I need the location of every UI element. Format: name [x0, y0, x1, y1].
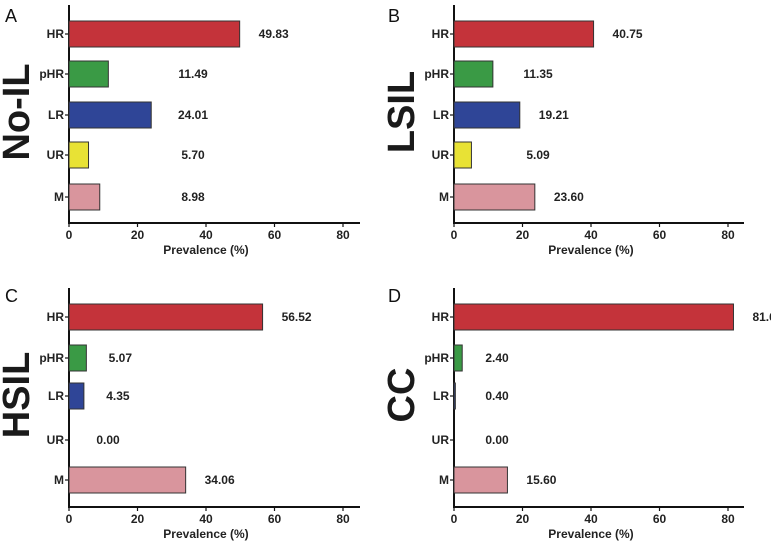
bar-m: [68, 183, 101, 211]
y-tick-label: UR: [47, 148, 65, 162]
y-tick-label: LR: [433, 108, 449, 122]
bar-hr: [453, 20, 595, 48]
bar-ur: [453, 141, 472, 169]
bar-lr: [68, 382, 85, 410]
value-label: 4.35: [106, 389, 130, 403]
value-label: 2.40: [485, 351, 509, 365]
x-axis-label: Prevalence (%): [163, 527, 248, 541]
bar-m: [453, 183, 536, 211]
bar-lr: [453, 382, 456, 410]
x-tick-label: 80: [721, 512, 735, 526]
y-tick-label: UR: [432, 148, 450, 162]
y-tick-label: M: [439, 190, 449, 204]
panel-letter: D: [388, 286, 401, 306]
value-label: 11.35: [523, 67, 553, 81]
x-axis-label: Prevalence (%): [163, 243, 248, 257]
value-label: 23.60: [554, 190, 584, 204]
y-tick-label: HR: [432, 27, 450, 41]
value-label: 40.75: [613, 27, 643, 41]
value-label: 5.70: [181, 148, 205, 162]
x-tick-label: 20: [516, 512, 530, 526]
value-label: 0.40: [485, 389, 509, 403]
value-label: 15.60: [526, 473, 556, 487]
value-label: 8.98: [181, 190, 205, 204]
y-tick-label: pHR: [39, 67, 64, 81]
bar-lr: [68, 101, 152, 129]
value-label: 49.83: [259, 27, 289, 41]
x-tick-label: 20: [131, 228, 145, 242]
x-tick-label: 0: [66, 228, 73, 242]
x-tick-label: 20: [131, 512, 145, 526]
y-tick-label: LR: [433, 389, 449, 403]
x-tick-label: 80: [336, 228, 350, 242]
y-tick-label: pHR: [424, 67, 449, 81]
bar-lr: [453, 101, 521, 129]
y-tick-label: M: [54, 190, 64, 204]
value-label: 5.09: [526, 148, 550, 162]
panel-title: HSIL: [0, 352, 38, 439]
value-label: 5.07: [109, 351, 133, 365]
value-label: 34.06: [205, 473, 235, 487]
x-tick-label: 40: [199, 228, 213, 242]
y-tick-label: UR: [47, 433, 65, 447]
bar-m: [68, 466, 187, 494]
x-tick-label: 20: [516, 228, 530, 242]
x-axis-label: Prevalence (%): [548, 527, 633, 541]
x-tick-label: 40: [199, 512, 213, 526]
value-label: 24.01: [178, 108, 208, 122]
panel-letter: B: [388, 6, 400, 26]
x-tick-label: 60: [268, 228, 282, 242]
y-tick-label: pHR: [39, 351, 64, 365]
bar-hr: [68, 303, 264, 331]
x-tick-label: 40: [584, 512, 598, 526]
x-tick-label: 60: [268, 512, 282, 526]
panel-letter: A: [5, 6, 17, 26]
bar-hr: [68, 20, 241, 48]
value-label: 19.21: [539, 108, 569, 122]
x-tick-label: 80: [721, 228, 735, 242]
x-tick-label: 40: [584, 228, 598, 242]
x-tick-label: 60: [653, 512, 667, 526]
value-label: 81.60: [752, 310, 771, 324]
value-label: 0.00: [485, 433, 509, 447]
x-tick-label: 60: [653, 228, 667, 242]
panel-title: LSIL: [381, 71, 423, 153]
bar-phr: [453, 60, 494, 88]
y-tick-label: HR: [47, 310, 65, 324]
y-tick-label: HR: [47, 27, 65, 41]
panel-title: CC: [381, 368, 423, 423]
bar-phr: [453, 344, 463, 372]
bar-ur: [68, 141, 90, 169]
y-tick-label: UR: [432, 433, 450, 447]
panel-letter: C: [5, 286, 18, 306]
panel-title: No-IL: [0, 63, 38, 160]
value-label: 0.00: [96, 433, 120, 447]
x-tick-label: 0: [451, 512, 458, 526]
y-tick-label: M: [439, 473, 449, 487]
value-label: 11.49: [178, 67, 208, 81]
x-tick-label: 0: [66, 512, 73, 526]
x-axis-label: Prevalence (%): [548, 243, 633, 257]
y-tick-label: pHR: [424, 351, 449, 365]
x-tick-label: 80: [336, 512, 350, 526]
y-tick-label: M: [54, 473, 64, 487]
y-tick-label: HR: [432, 310, 450, 324]
bar-hr: [453, 303, 734, 331]
y-tick-label: LR: [48, 389, 64, 403]
y-tick-label: LR: [48, 108, 64, 122]
bar-phr: [68, 344, 87, 372]
bar-phr: [68, 60, 109, 88]
value-label: 56.52: [282, 310, 312, 324]
x-tick-label: 0: [451, 228, 458, 242]
bar-m: [453, 466, 508, 494]
